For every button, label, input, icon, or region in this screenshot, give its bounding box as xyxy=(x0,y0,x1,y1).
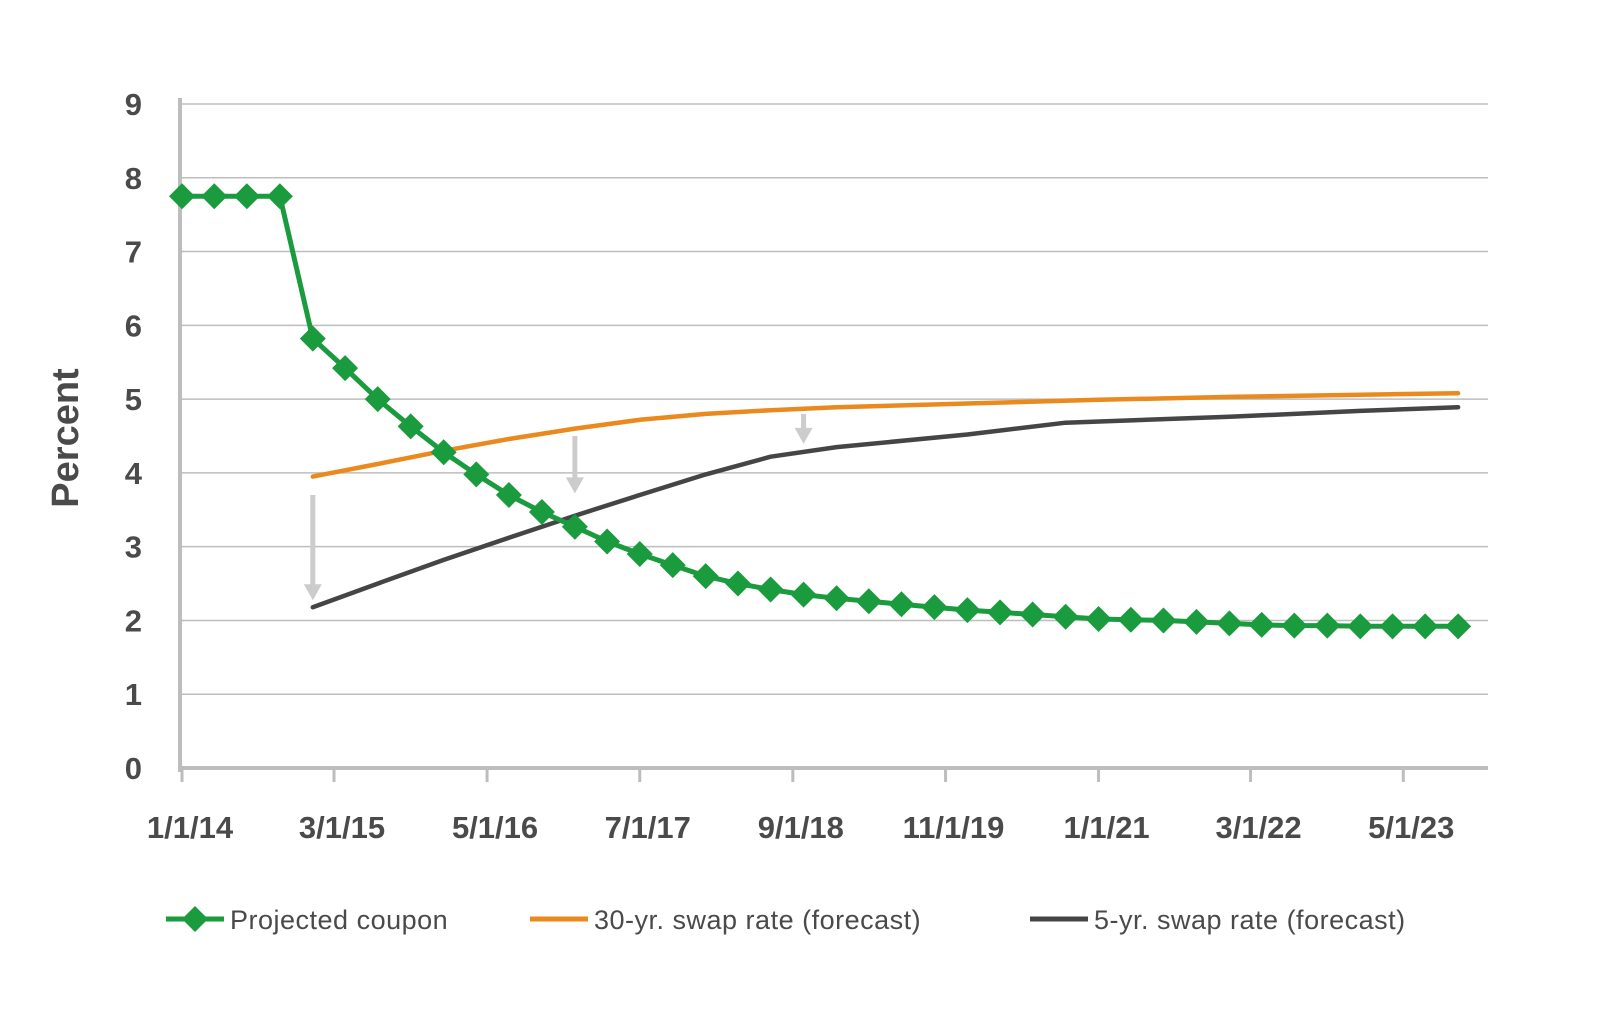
data-point-marker xyxy=(233,183,260,210)
data-point-marker xyxy=(1052,603,1079,630)
x-tick-labels: 1/1/14 3/1/15 5/1/16 7/1/17 9/1/18 11/1/19 1/1… xyxy=(147,810,1454,845)
data-point-marker xyxy=(201,183,228,210)
arrow-head xyxy=(565,477,584,494)
arrow-head xyxy=(303,584,322,601)
data-point-marker xyxy=(364,386,391,413)
y-tick-label: 0 xyxy=(125,751,142,786)
legend-item: 5-yr. swap rate (forecast) xyxy=(1030,905,1406,935)
annotation-arrows xyxy=(303,413,813,601)
data-point-marker xyxy=(430,439,457,466)
gridlines xyxy=(180,103,1488,695)
data-point-marker xyxy=(987,599,1014,626)
data-point-marker xyxy=(1445,613,1472,640)
series-line xyxy=(310,390,1461,479)
data-point-marker xyxy=(823,585,850,612)
data-point-marker xyxy=(1019,601,1046,628)
legend-label: 30-yr. swap rate (forecast) xyxy=(594,905,921,935)
series-5-yr-swap-rate-forecast xyxy=(310,404,1461,610)
data-point-marker xyxy=(266,183,293,210)
y-tick-label: 7 xyxy=(125,235,142,270)
arrow-head xyxy=(794,427,813,444)
series-30-yr-swap-rate-forecast xyxy=(310,390,1461,479)
data-point-marker xyxy=(954,597,981,624)
legend-item: Projected coupon xyxy=(166,905,448,935)
data-point-marker xyxy=(528,498,555,525)
y-tick-labels: 0 1 2 3 4 5 6 7 8 9 xyxy=(125,87,143,786)
data-point-marker xyxy=(855,588,882,615)
data-point-marker xyxy=(724,570,751,597)
data-point-marker xyxy=(1347,613,1374,640)
y-tick-label: 4 xyxy=(125,456,143,491)
data-point-marker xyxy=(921,594,948,621)
data-point-marker xyxy=(169,183,195,210)
data-point-marker xyxy=(1216,610,1243,637)
data-point-marker xyxy=(332,355,359,382)
annotation-arrow xyxy=(794,413,813,444)
series-projected-coupon xyxy=(169,183,1472,640)
series-line xyxy=(179,193,1461,629)
data-point-marker xyxy=(1412,613,1439,640)
legend: Projected coupon 30-yr. swap rate (foreca… xyxy=(166,905,1406,935)
data-point-marker xyxy=(692,563,719,590)
data-point-marker xyxy=(757,576,784,603)
data-point-marker xyxy=(1314,612,1341,639)
data-point-marker xyxy=(1085,605,1112,632)
data-point-marker xyxy=(594,528,621,555)
annotation-arrow xyxy=(565,436,584,494)
data-point-marker xyxy=(495,482,522,509)
data-point-marker xyxy=(397,413,424,440)
legend-label: 5-yr. swap rate (forecast) xyxy=(1094,905,1406,935)
x-tick-label: 11/1/19 xyxy=(903,810,1005,845)
data-point-marker xyxy=(1379,613,1406,640)
x-tick-label: 3/1/15 xyxy=(299,810,385,845)
x-tick-label: 7/1/17 xyxy=(605,810,691,845)
plot-series xyxy=(169,183,1472,640)
data-point-marker xyxy=(1281,612,1308,639)
y-tick-label: 9 xyxy=(125,87,142,122)
annotation-arrow xyxy=(303,495,322,601)
y-tick-label: 2 xyxy=(125,603,142,638)
legend-item: 30-yr. swap rate (forecast) xyxy=(530,905,921,935)
x-tick-label: 3/1/22 xyxy=(1215,810,1301,845)
data-point-marker xyxy=(299,325,326,352)
series-line xyxy=(310,404,1461,610)
data-point-marker xyxy=(659,552,686,579)
y-tick-label: 1 xyxy=(125,677,142,712)
data-point-marker xyxy=(790,581,817,608)
y-tick-label: 3 xyxy=(125,530,142,565)
x-tick-label: 9/1/18 xyxy=(758,810,844,845)
y-tick-label: 8 xyxy=(125,161,142,196)
legend-marker xyxy=(182,906,208,932)
x-tick-label: 1/1/14 xyxy=(147,810,234,845)
x-tick-label: 5/1/23 xyxy=(1368,810,1454,845)
data-point-marker xyxy=(1150,607,1177,634)
y-tick-label: 5 xyxy=(125,382,142,417)
data-point-marker xyxy=(1248,611,1275,638)
axes xyxy=(178,98,1488,782)
data-point-marker xyxy=(1117,606,1144,633)
x-tick-label: 1/1/21 xyxy=(1063,810,1149,845)
y-tick-label: 6 xyxy=(125,308,142,343)
y-axis-label: Percent xyxy=(45,368,87,508)
x-tick-label: 5/1/16 xyxy=(452,810,538,845)
data-point-marker xyxy=(561,513,588,540)
data-point-marker xyxy=(626,541,653,568)
data-point-marker xyxy=(463,461,490,488)
data-point-marker xyxy=(888,591,915,618)
legend-label: Projected coupon xyxy=(230,905,448,935)
data-point-marker xyxy=(1183,608,1210,635)
